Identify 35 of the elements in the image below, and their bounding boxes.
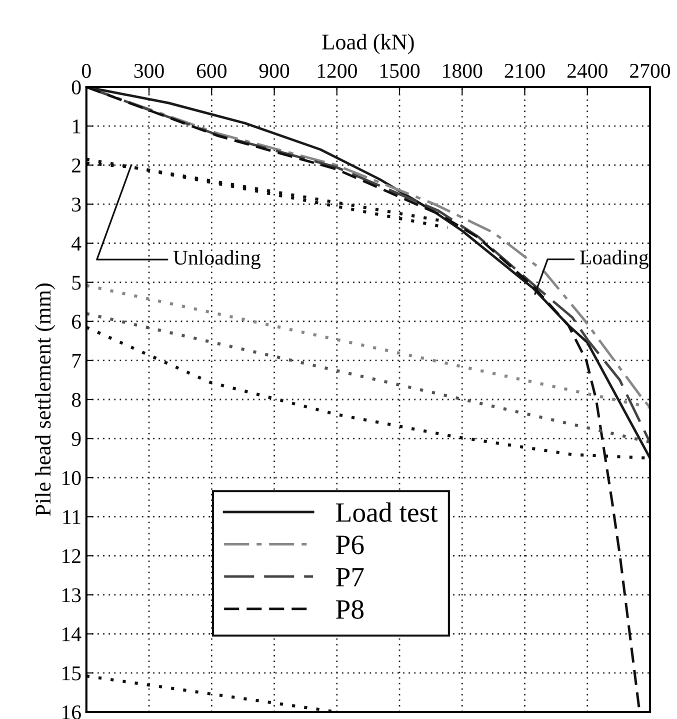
legend-label: P7 bbox=[336, 568, 364, 586]
x-axis-title: Load (kN) bbox=[322, 34, 414, 54]
y-tick-label: 7 bbox=[72, 354, 81, 368]
y-tick-label: 2 bbox=[72, 158, 80, 172]
y-tick-label: 8 bbox=[72, 392, 81, 407]
y-tick-label: 11 bbox=[63, 510, 80, 524]
legend-label: P6 bbox=[336, 536, 364, 554]
y-tick-label: 9 bbox=[72, 432, 81, 446]
y-axis-title: Pile head settlement (mm) bbox=[34, 284, 56, 516]
x-tick-label: 600 bbox=[196, 64, 226, 78]
y-tick-label: 14 bbox=[62, 627, 82, 642]
x-tick-label: 2100 bbox=[504, 64, 545, 78]
x-tick-label: 0 bbox=[82, 64, 91, 78]
y-tick-label: 16 bbox=[62, 705, 81, 719]
y-tick-label: 12 bbox=[62, 549, 80, 563]
x-tick-label: 1800 bbox=[443, 64, 482, 78]
y-tick-label: 3 bbox=[72, 198, 81, 212]
y-tick-label: 4 bbox=[72, 236, 82, 250]
y-tick-label: 13 bbox=[62, 588, 81, 602]
x-tick-label: 900 bbox=[259, 64, 290, 78]
y-tick-label: 0 bbox=[72, 80, 81, 94]
y-tick-label: 5 bbox=[72, 276, 81, 290]
legend-label: Load test bbox=[336, 502, 438, 522]
y-tick-label: 15 bbox=[62, 666, 81, 680]
y-tick-label: 6 bbox=[72, 314, 81, 329]
annotation: Unloading bbox=[173, 250, 260, 270]
x-tick-label: 300 bbox=[134, 64, 164, 78]
x-tick-label: 1200 bbox=[318, 64, 357, 78]
x-tick-label: 2400 bbox=[567, 64, 608, 78]
legend-label: P8 bbox=[336, 600, 364, 619]
annotation: Loading bbox=[580, 250, 648, 269]
x-tick-label: 2700 bbox=[630, 64, 670, 78]
y-tick-label: 10 bbox=[62, 471, 81, 486]
y-tick-label: 1 bbox=[72, 120, 80, 134]
x-tick-label: 1500 bbox=[380, 64, 420, 78]
